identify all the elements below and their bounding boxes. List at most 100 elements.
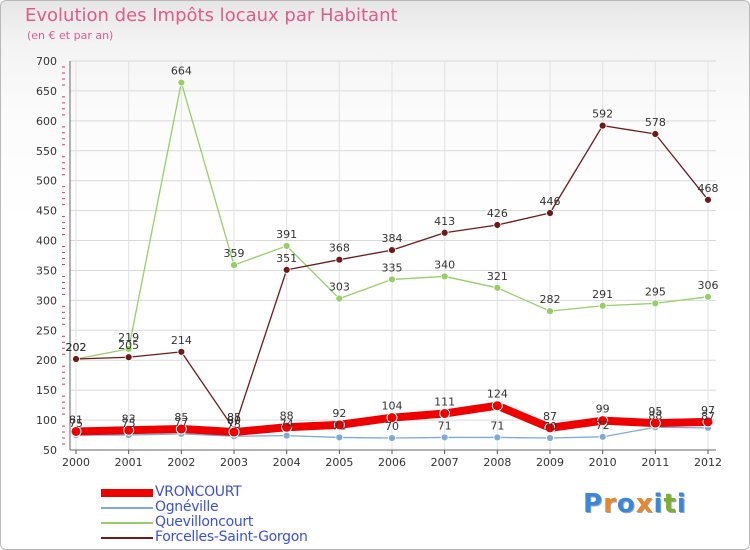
data-label: 71 xyxy=(438,419,452,432)
y-tick-label: 550 xyxy=(36,145,57,158)
x-tick-label: 2009 xyxy=(536,456,564,469)
data-label: 413 xyxy=(434,215,455,228)
data-label: 335 xyxy=(382,261,403,274)
legend-label: Quevilloncourt xyxy=(155,514,254,530)
data-point xyxy=(335,294,344,303)
y-tick-label: 700 xyxy=(36,55,57,68)
y-tick-label: 100 xyxy=(36,414,57,427)
data-label: 72 xyxy=(596,419,610,432)
x-tick-label: 2011 xyxy=(641,456,669,469)
legend-label: Forcelles-Saint-Gorgon xyxy=(155,529,308,545)
y-tick-label: 600 xyxy=(36,115,57,128)
data-label: 391 xyxy=(276,228,297,241)
data-point xyxy=(124,344,133,353)
y-tick-label: 450 xyxy=(36,205,57,218)
y-tick-label: 250 xyxy=(36,324,57,337)
y-tick-label: 400 xyxy=(36,235,57,248)
data-point xyxy=(333,419,345,431)
data-label: 303 xyxy=(329,281,350,294)
data-point xyxy=(388,434,396,442)
data-label: 219 xyxy=(118,331,139,344)
proxiti-logo: Proxiti xyxy=(583,489,687,519)
data-label: 205 xyxy=(118,339,139,352)
data-label: 368 xyxy=(329,242,350,255)
x-tick-label: 2012 xyxy=(694,456,722,469)
data-label: 80 xyxy=(227,414,241,427)
data-point xyxy=(440,228,449,237)
data-label: 111 xyxy=(434,395,455,408)
data-label: 321 xyxy=(487,270,508,283)
x-axis-ticks: 2000 2001 2002 2003 2004 2005 2006 2007 2008 2009… xyxy=(62,456,722,469)
data-label: 95 xyxy=(648,405,662,418)
data-label: 75 xyxy=(122,417,136,430)
y-tick-label: 300 xyxy=(36,294,57,307)
data-point xyxy=(335,433,344,442)
data-point xyxy=(598,121,607,130)
data-label: 351 xyxy=(276,252,297,265)
data-point xyxy=(175,423,187,435)
data-point xyxy=(282,431,291,440)
chart-subtitle: (en € et par an) xyxy=(27,29,114,42)
data-label: 81 xyxy=(69,413,83,426)
legend-swatch xyxy=(101,522,153,524)
data-label: 282 xyxy=(540,293,561,306)
data-label: 87 xyxy=(543,410,557,423)
data-label: 75 xyxy=(69,417,83,430)
data-point xyxy=(177,78,186,87)
data-label: 99 xyxy=(596,403,610,416)
data-point xyxy=(440,272,449,281)
data-point xyxy=(493,283,502,292)
y-tick-label: 350 xyxy=(36,264,57,277)
data-point xyxy=(546,307,554,316)
data-label: 70 xyxy=(385,420,399,433)
data-point xyxy=(597,415,609,427)
data-label: 70 xyxy=(543,420,557,433)
data-label: 85 xyxy=(174,411,188,424)
line-chart: 50 100 150 200 250 300 350 400 450 500 550 600 650 70… xyxy=(36,55,722,469)
data-label: 306 xyxy=(698,279,719,292)
data-label: 71 xyxy=(490,419,504,432)
data-label: 124 xyxy=(487,388,508,401)
data-point xyxy=(439,407,451,419)
data-label: 85 xyxy=(227,411,241,424)
x-tick-label: 2003 xyxy=(220,456,248,469)
data-label: 73 xyxy=(227,418,241,431)
data-point xyxy=(598,432,607,441)
data-point xyxy=(491,400,503,412)
data-label: 202 xyxy=(66,341,87,354)
data-point xyxy=(704,195,712,204)
y-tick-label: 50 xyxy=(43,444,57,457)
data-point xyxy=(230,261,238,269)
data-label: 202 xyxy=(66,341,87,354)
legend-label: Ognéville xyxy=(155,499,219,515)
data-label: 214 xyxy=(171,334,192,347)
data-point xyxy=(282,242,291,250)
data-label: 295 xyxy=(645,285,666,298)
legend-swatch xyxy=(101,507,153,509)
series-group xyxy=(70,78,714,442)
data-point xyxy=(651,299,660,308)
y-tick-label: 150 xyxy=(36,384,57,397)
data-point xyxy=(177,347,186,356)
x-tick-label: 2002 xyxy=(167,456,195,469)
data-point xyxy=(70,425,82,437)
data-point xyxy=(124,353,133,362)
data-point xyxy=(388,246,396,255)
data-point xyxy=(546,434,554,442)
x-tick-label: 2000 xyxy=(62,456,90,469)
x-tick-label: 2007 xyxy=(431,456,459,469)
y-tick-label: 650 xyxy=(36,85,57,98)
legend-label: VRONCOURT xyxy=(155,484,242,500)
x-tick-label: 2006 xyxy=(378,456,406,469)
data-point xyxy=(440,433,449,442)
data-label: 97 xyxy=(701,404,715,417)
data-point xyxy=(123,424,135,436)
data-label: 578 xyxy=(645,116,666,129)
data-label: 384 xyxy=(382,232,403,245)
x-tick-label: 2001 xyxy=(115,456,143,469)
y-tick-label: 500 xyxy=(36,175,57,188)
legend-swatch xyxy=(101,489,153,497)
data-point xyxy=(704,292,712,301)
